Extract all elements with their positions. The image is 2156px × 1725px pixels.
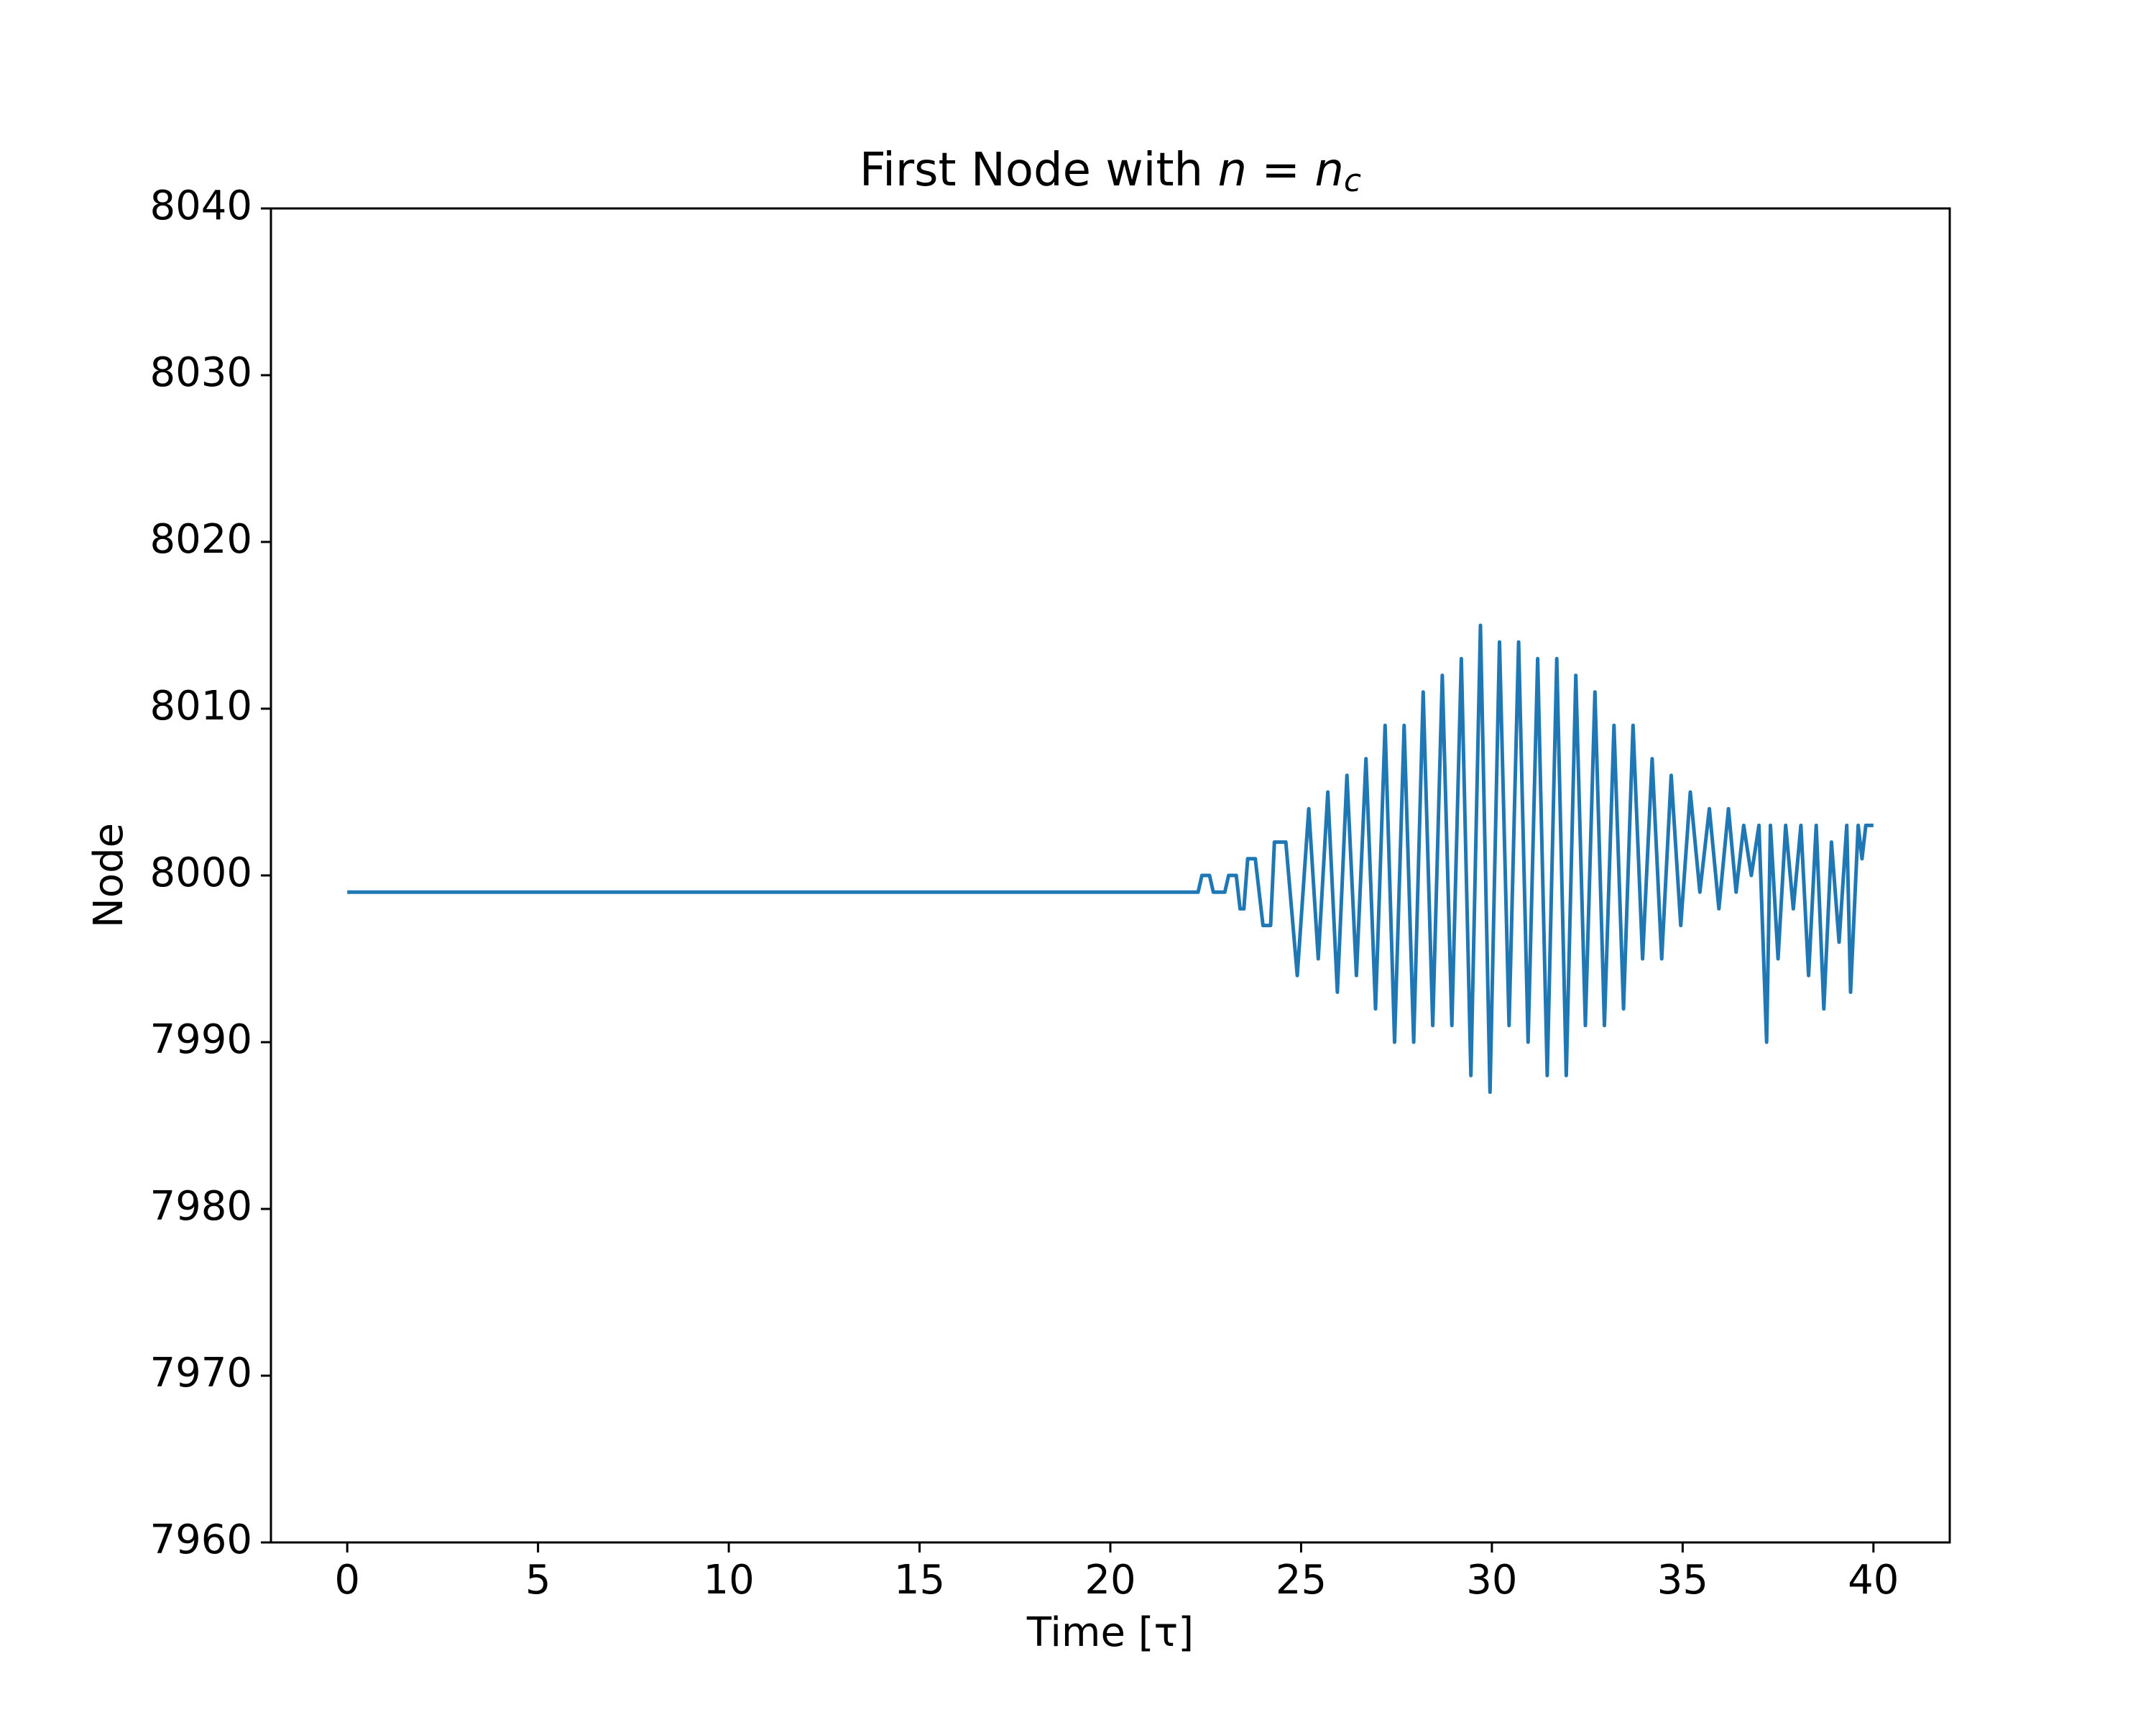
y-tick-label: 8000 (149, 850, 252, 896)
title-subscript: c (1344, 162, 1361, 199)
x-tick-label: 35 (1657, 1557, 1708, 1604)
x-tick-label: 5 (525, 1557, 551, 1604)
x-axis-label: Time [τ] (1026, 1609, 1194, 1656)
x-tick-label: 40 (1848, 1557, 1899, 1604)
x-tick-label: 0 (334, 1557, 360, 1604)
y-tick-label: 8030 (149, 349, 252, 396)
y-tick-label: 7980 (149, 1183, 252, 1230)
y-tick-label: 8040 (149, 183, 252, 229)
data-line (347, 623, 1874, 1095)
x-tick-label: 25 (1276, 1557, 1327, 1604)
y-tick-label: 8020 (149, 516, 252, 563)
y-tick-label: 7990 (149, 1016, 252, 1063)
title-math: n = n (1217, 144, 1343, 197)
y-axis-label: Node (86, 823, 132, 928)
y-tick-label: 7970 (149, 1350, 252, 1397)
y-tick-label: 8010 (149, 683, 252, 730)
x-tick-label: 10 (703, 1557, 754, 1604)
title-text: First Node with (860, 144, 1218, 197)
x-tick-label: 15 (894, 1557, 945, 1604)
x-tick-label: 20 (1084, 1557, 1135, 1604)
x-tick-label: 30 (1466, 1557, 1517, 1604)
chart-title: First Node with n = nc (860, 144, 1361, 199)
plot-frame (270, 207, 1951, 1544)
y-tick-label: 7960 (149, 1517, 252, 1563)
